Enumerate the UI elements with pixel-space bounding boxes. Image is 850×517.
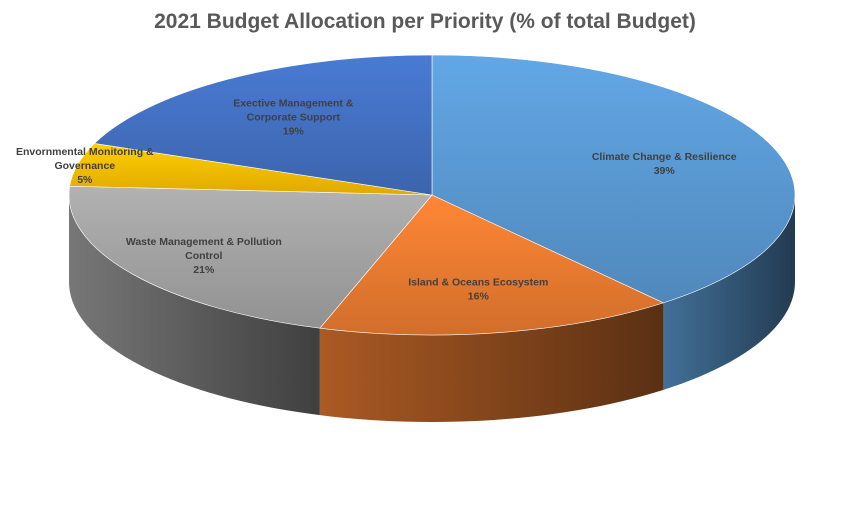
pie-slice-climate-change-resilience[interactable]: [431, 54, 796, 304]
slice-name-label: Envornmental Monitoring &: [16, 146, 154, 158]
slice-name-label: Control: [185, 250, 222, 262]
chart-title: 2021 Budget Allocation per Priority (% o…: [154, 10, 696, 33]
slice-value-label: 5%: [77, 174, 93, 186]
slice-name-label: Island & Oceans Ecosystem: [408, 277, 548, 289]
pie-slice-waste-management-pollution[interactable]: [68, 185, 433, 329]
slice-value-label: 39%: [654, 165, 676, 177]
slice-value-label: 16%: [468, 291, 490, 303]
pie-slice-exective-management[interactable]: [93, 54, 433, 196]
slice-label-envornmental-monitoring: Envornmental Monitoring & Governance 5%: [16, 146, 154, 186]
slice-label-exective-management: Exective Management & Corporate Support 19…: [233, 97, 354, 137]
slice-name-label: Climate Change & Resilience: [592, 151, 737, 163]
slice-value-label: 21%: [193, 264, 215, 276]
slice-label-island-oceans-ecosystem: Island & Oceans Ecosystem 16%: [408, 277, 548, 303]
slice-label-waste-management-pollution: Waste Management & Pollution Control 21%: [126, 236, 282, 276]
pie-slice-island-oceans-ecosystem[interactable]: [319, 194, 665, 336]
slice-name-label: Governance: [54, 160, 115, 172]
pie-side-island-oceans-ecosystem: [319, 302, 664, 422]
pie-side-waste-management-pollution: [69, 195, 320, 416]
slice-value-label: 19%: [283, 125, 305, 137]
slice-name-label: Exective Management &: [233, 97, 354, 109]
pie-side-climate-change-resilience: [663, 195, 795, 390]
slice-name-label: Waste Management & Pollution: [126, 236, 282, 248]
slice-label-climate-change-resilience: Climate Change & Resilience 39%: [592, 151, 737, 177]
slice-name-label: Corporate Support: [247, 111, 341, 123]
